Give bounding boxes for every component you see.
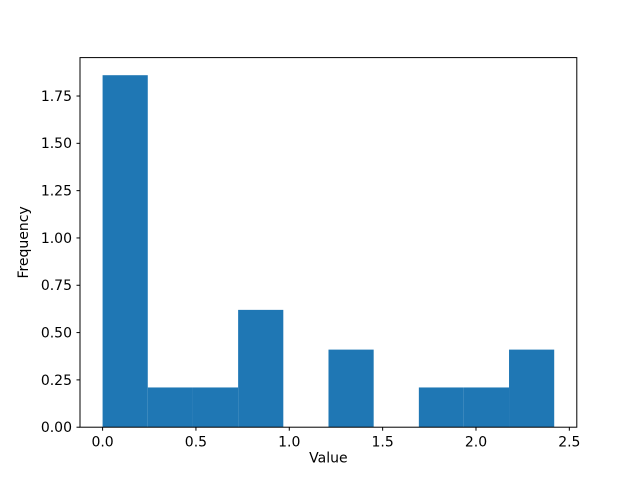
x-tick-label: 2.0 <box>465 435 487 451</box>
x-tick-label: 1.0 <box>278 435 300 451</box>
x-tick-label: 2.5 <box>558 435 580 451</box>
histogram-bar <box>102 75 148 428</box>
y-tick-label: 1.50 <box>41 136 72 152</box>
y-axis-label: Frequency <box>16 206 32 278</box>
histogram-bar <box>328 349 374 428</box>
axes-frame <box>79 57 578 428</box>
y-tick-label: 0.25 <box>41 373 72 389</box>
y-axis-ticks: 0.00 0.25 0.50 0.75 1.00 1.25 1.50 1.75 <box>41 89 80 436</box>
y-tick-label: 0.75 <box>41 278 72 294</box>
bars-group <box>102 75 555 428</box>
y-tick-label: 0.50 <box>41 325 72 341</box>
x-axis-ticks: 0.0 0.5 1.0 1.5 2.0 2.5 <box>91 427 580 451</box>
histogram-bar <box>192 387 239 428</box>
histogram-bar <box>418 387 464 428</box>
y-tick-label: 1.25 <box>41 184 72 200</box>
x-tick-label: 0.5 <box>185 435 207 451</box>
histogram-bar <box>238 309 284 428</box>
y-tick-label: 1.00 <box>41 231 72 247</box>
x-tick-label: 0.0 <box>91 435 113 451</box>
x-tick-label: 1.5 <box>372 435 394 451</box>
histogram-bar <box>147 387 193 428</box>
histogram-bar <box>509 349 555 428</box>
x-axis-label: Value <box>309 451 347 467</box>
histogram-bar <box>463 387 510 428</box>
y-tick-label: 0.00 <box>41 420 72 436</box>
y-tick-label: 1.75 <box>41 89 72 105</box>
